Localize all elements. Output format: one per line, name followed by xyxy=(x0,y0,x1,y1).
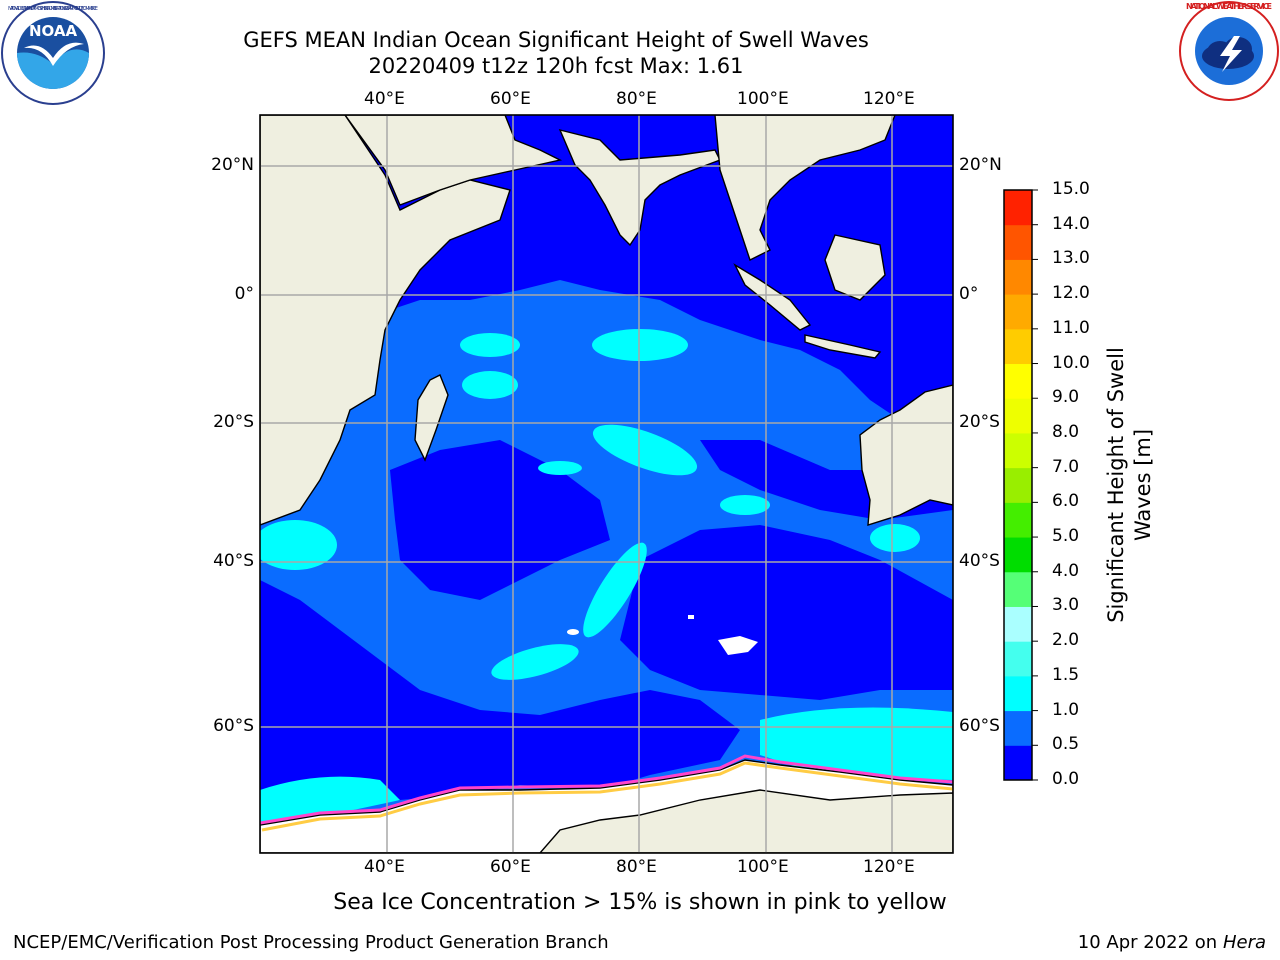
colorbar-swatch xyxy=(1004,224,1032,260)
colorbar-tick-label: 8.0 xyxy=(1052,421,1080,442)
lat-label-left: 0° xyxy=(234,284,254,304)
colorbar-tick-label: 4.0 xyxy=(1052,560,1080,581)
lon-label-top: 60°E xyxy=(490,89,531,109)
colorbar-swatch xyxy=(1004,398,1032,434)
ocean-low-southern xyxy=(260,690,390,805)
colorbar-frame xyxy=(1003,189,1033,781)
noaa-logo-icon: NOAA NATIONAL OCEANIC AND ATMOSPHERIC AD… xyxy=(0,0,106,106)
map-subtitle: 20220409 t12z 120h fcst Max: 1.61 xyxy=(368,54,744,78)
map-title: GEFS MEAN Indian Ocean Significant Heigh… xyxy=(243,28,869,52)
colorbar-tick-label: 5.0 xyxy=(1052,526,1080,547)
noaa-logo-text: NOAA xyxy=(29,22,78,40)
colorbar-tick-label: 0.5 xyxy=(1052,734,1080,755)
colorbar-swatch xyxy=(1004,502,1032,538)
colorbar-swatch xyxy=(1004,606,1032,642)
missing-data-patches xyxy=(567,615,758,655)
colorbar-tick-label: 14.0 xyxy=(1052,213,1090,234)
colorbar-swatch xyxy=(1004,745,1032,781)
colorbar-tick-label: 11.0 xyxy=(1052,317,1090,338)
footer-host: Hera xyxy=(1222,932,1266,953)
lon-label-bottom: 120°E xyxy=(863,857,915,877)
lon-label-top: 120°E xyxy=(863,89,915,109)
colorbar-swatch xyxy=(1004,363,1032,399)
colorbar-tick-label: 15.0 xyxy=(1052,179,1090,199)
lat-label-left: 20°S xyxy=(213,412,254,432)
colorbar-tick-label: 3.0 xyxy=(1052,595,1080,616)
lon-label-bottom: 100°E xyxy=(737,857,789,877)
colorbar-swatch xyxy=(1004,710,1032,746)
colorbar-tick-label: 12.0 xyxy=(1052,283,1090,304)
footer-date: 10 Apr 2022 on Hera xyxy=(1078,932,1266,953)
colorbar-tick-label: 2.0 xyxy=(1052,630,1080,651)
colorbar-tick-label: 6.0 xyxy=(1052,491,1080,512)
footer-producer: NCEP/EMC/Verification Post Processing Pr… xyxy=(13,932,609,953)
lon-label-bottom: 40°E xyxy=(364,857,405,877)
lat-label-right: 40°S xyxy=(959,551,1000,571)
se-asia-landmass xyxy=(714,115,896,261)
colorbar-swatch xyxy=(1004,641,1032,677)
madagascar-landmass xyxy=(414,374,449,462)
australia-landmass xyxy=(859,384,953,526)
lat-label-left: 20°N xyxy=(211,155,254,175)
lat-label-right: 0° xyxy=(959,284,979,304)
colorbar-tick-label: 0.0 xyxy=(1052,769,1080,789)
lat-label-left: 40°S xyxy=(213,551,254,571)
colorbar-tick-label: 13.0 xyxy=(1052,248,1090,269)
colorbar-swatch xyxy=(1004,675,1032,712)
colorbar-swatch xyxy=(1004,537,1032,573)
colorbar-tick-label: 7.0 xyxy=(1052,456,1080,477)
colorbar-swatch xyxy=(1004,328,1032,365)
lon-label-top: 80°E xyxy=(616,89,657,109)
sumatra-landmass xyxy=(733,263,812,331)
colorbar-title-line1: Significant Height of Swell xyxy=(1104,347,1128,623)
map-gridlines xyxy=(260,115,953,853)
lon-label-bottom: 80°E xyxy=(616,857,657,877)
colorbar-title-line2: Waves [m] xyxy=(1131,428,1155,542)
colorbar-swatch xyxy=(1004,294,1032,330)
footer-date-text: 10 Apr 2022 on xyxy=(1077,932,1223,953)
lon-label-bottom: 60°E xyxy=(490,857,531,877)
lon-label-top: 100°E xyxy=(737,89,789,109)
colorbar-swatch xyxy=(1004,467,1032,503)
sea-ice-caption: Sea Ice Concentration > 15% is shown in … xyxy=(333,890,947,915)
ocean-low-central xyxy=(390,440,610,600)
lon-label-top: 40°E xyxy=(364,89,405,109)
colorbar-title: Significant Height of Swell Waves [m] xyxy=(1103,347,1157,623)
lat-label-right: 60°S xyxy=(959,716,1000,736)
national-weather-service-logo-icon: NATIONAL WEATHER SERVICE xyxy=(1178,0,1280,102)
colorbar-tick-label: 1.5 xyxy=(1052,664,1080,685)
colorbar-swatch xyxy=(1004,259,1032,295)
colorbar xyxy=(1003,189,1038,781)
lat-label-right: 20°N xyxy=(959,155,1002,175)
map-frame xyxy=(259,114,954,854)
arabia-landmass xyxy=(344,115,563,206)
java-landmass xyxy=(804,334,882,359)
colorbar-swatch xyxy=(1004,432,1032,469)
antarctica-inland xyxy=(539,789,953,853)
noaa-ring-text: NATIONAL OCEANIC AND ATMOSPHERIC ADMINIS… xyxy=(8,6,99,12)
colorbar-tick-label: 10.0 xyxy=(1052,352,1090,373)
colorbar-swatch xyxy=(1004,571,1032,607)
lat-label-left: 60°S xyxy=(213,716,254,736)
nws-ring-text: NATIONAL WEATHER SERVICE xyxy=(1186,2,1272,11)
borneo-landmass xyxy=(824,234,886,301)
lat-label-right: 20°S xyxy=(959,412,1000,432)
colorbar-tick-label: 9.0 xyxy=(1052,387,1080,408)
colorbar-swatch xyxy=(1004,190,1032,226)
colorbar-tick-label: 1.0 xyxy=(1052,699,1080,720)
ocean-low-southeast xyxy=(620,525,953,700)
india-landmass xyxy=(558,128,721,247)
